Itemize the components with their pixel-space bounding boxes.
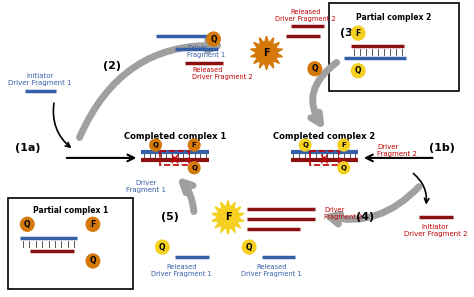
Circle shape <box>150 139 161 151</box>
Text: F: F <box>263 48 270 58</box>
Text: Completed complex 1: Completed complex 1 <box>124 132 226 141</box>
Text: (2): (2) <box>103 61 121 71</box>
Circle shape <box>188 139 200 151</box>
Text: F: F <box>90 220 96 229</box>
Bar <box>310 151 339 165</box>
Text: Q: Q <box>311 64 318 73</box>
Circle shape <box>155 240 169 254</box>
Text: (4): (4) <box>356 212 374 222</box>
Circle shape <box>351 64 365 78</box>
Text: Q: Q <box>191 165 197 171</box>
Circle shape <box>207 32 220 46</box>
Bar <box>160 151 190 165</box>
Text: Partial complex 2: Partial complex 2 <box>356 13 431 22</box>
Text: (1a): (1a) <box>15 143 40 153</box>
Circle shape <box>20 217 34 231</box>
Text: Q: Q <box>90 256 96 266</box>
Polygon shape <box>212 200 244 234</box>
Text: Driver
Fragment 2: Driver Fragment 2 <box>377 144 417 157</box>
FancyBboxPatch shape <box>329 3 459 91</box>
Circle shape <box>256 42 277 64</box>
Circle shape <box>86 217 100 231</box>
Text: Released
Driver Fragment 2: Released Driver Fragment 2 <box>192 67 253 80</box>
Text: Partial complex 1: Partial complex 1 <box>33 206 109 215</box>
Text: F: F <box>341 142 346 148</box>
Text: (1b): (1b) <box>429 143 455 153</box>
Text: Completed complex 2: Completed complex 2 <box>273 132 375 141</box>
Text: Q: Q <box>302 142 308 148</box>
Circle shape <box>338 162 349 174</box>
Text: Driver
Fragment 1: Driver Fragment 1 <box>126 180 166 193</box>
Text: Q: Q <box>210 34 217 44</box>
Text: Released
Driver Fragment 1: Released Driver Fragment 1 <box>241 264 301 277</box>
Text: (5): (5) <box>161 212 179 222</box>
Text: Q: Q <box>341 165 346 171</box>
Text: F: F <box>225 212 231 222</box>
Circle shape <box>300 139 311 151</box>
Circle shape <box>242 240 256 254</box>
Circle shape <box>188 162 200 174</box>
Text: F: F <box>192 142 197 148</box>
Text: Q: Q <box>355 66 362 75</box>
FancyBboxPatch shape <box>8 198 133 289</box>
Circle shape <box>86 254 100 268</box>
Text: (3): (3) <box>339 28 357 38</box>
Circle shape <box>338 139 349 151</box>
Text: Q: Q <box>246 243 253 252</box>
Text: Initiator
Driver Fragment 1: Initiator Driver Fragment 1 <box>8 73 72 86</box>
Text: F: F <box>356 29 361 38</box>
Text: Released
Driver Fragment 2: Released Driver Fragment 2 <box>275 9 336 22</box>
Text: Initiator
Driver Fragment 2: Initiator Driver Fragment 2 <box>403 224 467 237</box>
Text: Released
Driver Fragment 1: Released Driver Fragment 1 <box>151 264 212 277</box>
Text: Q: Q <box>159 243 165 252</box>
Circle shape <box>351 26 365 40</box>
Polygon shape <box>250 36 283 70</box>
Circle shape <box>308 62 321 76</box>
Text: Q: Q <box>153 142 159 148</box>
Text: Driver
Fragment 1: Driver Fragment 1 <box>187 45 226 58</box>
Text: Driver
Fragment 2: Driver Fragment 2 <box>324 207 363 220</box>
Circle shape <box>218 206 238 228</box>
Text: Q: Q <box>24 220 30 229</box>
